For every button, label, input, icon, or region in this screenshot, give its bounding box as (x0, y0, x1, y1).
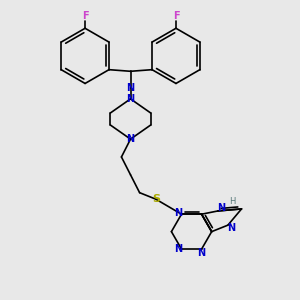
Text: N: N (227, 224, 235, 233)
Text: N: N (127, 134, 135, 144)
Text: S: S (152, 194, 160, 204)
Text: N: N (174, 244, 182, 254)
Text: H: H (229, 197, 236, 206)
Text: N: N (174, 208, 182, 218)
Text: N: N (217, 203, 225, 213)
Text: N: N (127, 83, 135, 93)
Text: N: N (127, 94, 135, 104)
Text: F: F (173, 11, 179, 21)
Text: F: F (82, 11, 88, 21)
Text: N: N (197, 248, 206, 258)
